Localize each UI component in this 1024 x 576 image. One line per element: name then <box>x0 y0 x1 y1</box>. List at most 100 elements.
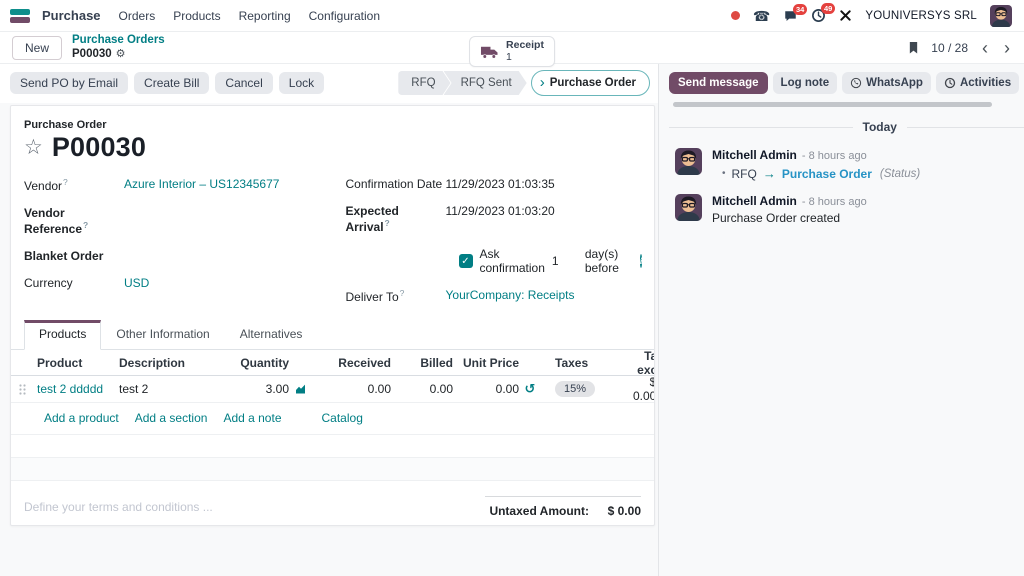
status-step-purchase-order[interactable]: › Purchase Order <box>530 70 650 96</box>
message-avatar[interactable] <box>675 148 702 175</box>
activities-badge: 49 <box>821 3 836 14</box>
ask-confirmation-checkbox[interactable]: ✓ <box>458 254 473 268</box>
col-received[interactable]: Received <box>338 355 391 370</box>
chatter-message-note: Mitchell Admin - 8 hours ago Purchase Or… <box>669 194 1024 225</box>
scrollbar-thumb[interactable] <box>673 102 992 107</box>
forecast-chart-icon[interactable] <box>289 383 311 395</box>
breadcrumb-parent[interactable]: Purchase Orders <box>72 34 165 47</box>
status-step-rfq-sent[interactable]: RFQ Sent <box>444 71 527 95</box>
apps-menu-icon[interactable] <box>10 8 30 23</box>
tracking-new-value[interactable]: Purchase Order <box>781 166 872 181</box>
col-product[interactable]: Product <box>37 355 83 370</box>
pager-previous-icon[interactable]: ‹ <box>982 37 988 58</box>
menu-reporting[interactable]: Reporting <box>238 8 291 23</box>
menu-configuration[interactable]: Configuration <box>308 8 381 23</box>
col-unit-price[interactable]: Unit Price <box>462 355 519 370</box>
menu-orders[interactable]: Orders <box>118 8 156 23</box>
col-taxes[interactable]: Taxes <box>555 355 589 370</box>
expected-arrival-label: Expected Arrival? <box>345 204 399 234</box>
cell-quantity[interactable]: 3.00 <box>265 382 289 396</box>
vendor-value[interactable]: Azure Interior – US12345677 <box>124 177 280 191</box>
order-line-row[interactable]: test 2 ddddd test 2 3.00 0.00 0.00 0.00 … <box>11 375 654 403</box>
cell-received[interactable]: 0.00 <box>367 382 391 396</box>
whatsapp-button[interactable]: WhatsApp <box>842 72 931 94</box>
settings-gear-icon[interactable]: ⚙ <box>115 47 126 60</box>
debug-tools-icon[interactable] <box>839 9 852 22</box>
messages-badge: 34 <box>793 3 808 15</box>
cell-unit-price[interactable]: 0.00 <box>495 382 519 396</box>
cell-taxes[interactable]: 15% <box>541 381 633 397</box>
cell-description[interactable]: test 2 <box>119 382 149 396</box>
message-time: - 8 hours ago <box>801 196 867 208</box>
message-time: - 8 hours ago <box>801 150 867 162</box>
untaxed-amount-label: Untaxed Amount: <box>489 504 589 518</box>
send-message-button[interactable]: Send message <box>669 72 768 94</box>
breadcrumb-bar: New Purchase Orders P00030 ⚙ Receipt 1 <box>0 32 1024 68</box>
receipt-stat-button[interactable]: Receipt 1 <box>469 36 555 68</box>
totals-block: Untaxed Amount: $ 0.00 Tax 15%: $ 0.00 T… <box>485 496 641 525</box>
message-author[interactable]: Mitchell Admin <box>712 194 797 208</box>
add-a-product-link[interactable]: Add a product <box>44 411 119 425</box>
voip-phone-icon[interactable]: ☎ <box>752 7 771 24</box>
messages-icon[interactable]: 34 <box>783 3 808 23</box>
untaxed-amount-value: $ 0.00 <box>607 504 641 518</box>
price-history-icon[interactable]: ↺ <box>524 381 536 396</box>
control-bar: Send PO by Email Create Bill Cancel Lock… <box>0 64 658 103</box>
bookmark-icon[interactable] <box>908 41 919 55</box>
app-name[interactable]: Purchase <box>42 8 101 23</box>
pager-next-icon[interactable]: › <box>1004 37 1010 58</box>
tax-badge[interactable]: 15% <box>555 381 596 397</box>
col-billed[interactable]: Billed <box>420 355 453 370</box>
today-divider: Today <box>669 120 1024 134</box>
add-a-note-link[interactable]: Add a note <box>223 411 282 425</box>
chatter-horizontal-scrollbar[interactable] <box>669 101 1024 108</box>
empty-line <box>11 458 654 481</box>
user-avatar[interactable] <box>990 4 1012 27</box>
terms-placeholder[interactable]: Define your terms and conditions ... <box>24 500 213 514</box>
tab-other-information[interactable]: Other Information <box>116 327 210 341</box>
drag-handle-icon[interactable] <box>19 383 37 395</box>
vendor-label: Vendor? <box>24 177 68 193</box>
col-quantity[interactable]: Quantity <box>240 355 289 370</box>
new-button[interactable]: New <box>12 35 63 60</box>
activities-clock-icon[interactable]: 49 <box>811 3 836 23</box>
activities-button[interactable]: Activities <box>935 72 1020 94</box>
menu-products[interactable]: Products <box>173 8 221 23</box>
favorite-star-icon[interactable]: ☆ <box>24 136 43 159</box>
catalog-link[interactable]: Catalog <box>321 411 363 425</box>
add-a-section-link[interactable]: Add a section <box>134 411 208 425</box>
message-author[interactable]: Mitchell Admin <box>712 148 797 162</box>
col-subtotal[interactable]: Tax excl. <box>633 349 654 377</box>
currency-value[interactable]: USD <box>124 276 150 290</box>
cell-billed[interactable]: 0.00 <box>429 382 453 396</box>
cell-product[interactable]: test 2 ddddd <box>37 382 104 396</box>
form-sheet: Purchase Order ☆ P00030 Vendor? Azure In… <box>10 105 655 526</box>
status-step-rfq[interactable]: RFQ <box>398 71 450 95</box>
message-body: Purchase Order created <box>712 211 841 225</box>
cancel-button[interactable]: Cancel <box>215 72 273 94</box>
blanket-order-label: Blanket Order <box>24 249 104 263</box>
confirmation-date-label: Confirmation Date <box>345 177 443 191</box>
top-navbar: Purchase Orders Products Reporting Confi… <box>0 0 1024 32</box>
doc-type-label: Purchase Order <box>24 119 107 131</box>
receipt-count: 1 <box>506 50 512 63</box>
company-name[interactable]: YOUNIVERSYS SRL <box>865 9 977 22</box>
info-icon: i <box>639 254 643 268</box>
tab-alternatives[interactable]: Alternatives <box>239 327 303 341</box>
expected-arrival-value[interactable]: 11/29/2023 01:03:20 <box>445 204 555 218</box>
create-bill-button[interactable]: Create Bill <box>134 72 210 94</box>
page-title: P00030 <box>51 132 147 162</box>
confirmation-date-value[interactable]: 11/29/2023 01:03:35 <box>445 177 555 191</box>
col-description[interactable]: Description <box>119 355 186 370</box>
line-add-links: Add a product Add a section Add a note C… <box>11 403 654 435</box>
send-po-by-email-button[interactable]: Send PO by Email <box>10 72 129 94</box>
message-avatar[interactable] <box>675 194 702 221</box>
deliver-to-value[interactable]: YourCompany: Receipts <box>445 288 575 302</box>
ask-confirmation-days-field[interactable]: 1 <box>551 254 559 268</box>
log-note-button[interactable]: Log note <box>772 72 838 94</box>
lock-button[interactable]: Lock <box>278 72 325 94</box>
tax-value: $ 0.00 <box>589 524 641 525</box>
chatter-panel: Send message Log note WhatsApp Activitie… <box>658 64 1024 576</box>
tab-products[interactable]: Products <box>24 320 102 350</box>
form-region: Send PO by Email Create Bill Cancel Lock… <box>0 64 658 576</box>
